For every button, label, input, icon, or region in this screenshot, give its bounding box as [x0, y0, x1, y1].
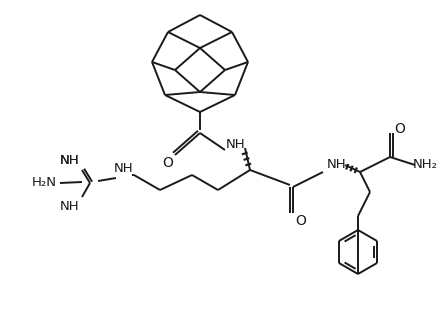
Text: NH: NH	[327, 158, 347, 171]
Text: O: O	[296, 214, 306, 228]
Text: NH: NH	[114, 162, 134, 176]
Text: O: O	[395, 122, 405, 136]
Text: NH: NH	[60, 201, 80, 213]
Text: H₂N: H₂N	[32, 176, 56, 190]
Text: NH₂: NH₂	[412, 158, 437, 171]
Text: O: O	[163, 156, 174, 170]
Text: NH: NH	[226, 137, 246, 150]
Text: NH: NH	[60, 155, 80, 168]
Text: NH: NH	[60, 155, 80, 168]
